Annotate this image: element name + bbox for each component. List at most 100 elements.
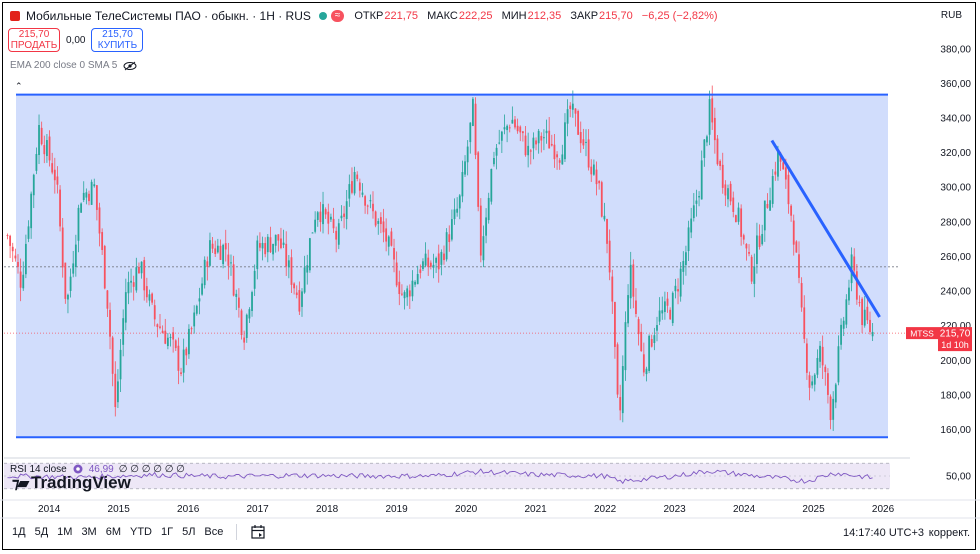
candle-body (724, 184, 727, 196)
range-bar: 1Д 5Д 1М 3М 6М YTD 1Г 5Л Все (12, 524, 266, 540)
candle-body (866, 306, 869, 321)
candle-body (614, 301, 616, 347)
candle-body (487, 197, 490, 221)
candle-body (469, 122, 472, 143)
rsi-extra-values: ∅ ∅ ∅ ∅ ∅ ∅ (118, 463, 185, 475)
candle-body (414, 281, 416, 285)
candle-body (845, 299, 848, 325)
sell-button[interactable]: 215,70 ПРОДАТЬ (8, 28, 60, 52)
sell-label: ПРОДАТЬ (10, 40, 58, 51)
candle-body (227, 254, 230, 266)
range-5y[interactable]: 5Л (182, 526, 196, 538)
candle-body (742, 235, 745, 240)
candle-body (101, 232, 104, 250)
candle-body (148, 294, 151, 301)
collapse-arrow-icon: ⌃ (15, 81, 23, 91)
x-tick-label: 2014 (38, 504, 61, 515)
range-1m[interactable]: 1М (57, 526, 73, 538)
channel-fill (16, 94, 888, 438)
candle-body (429, 262, 432, 267)
clock[interactable]: 14:17:40 UTC+3 (842, 527, 924, 539)
tradingview-logo[interactable]: ⁊▰ TradingView (12, 473, 131, 493)
candle-body (159, 326, 161, 328)
candle-body (277, 234, 280, 241)
candle-body (340, 215, 343, 219)
candle-body (382, 221, 385, 233)
candle-body (535, 140, 537, 145)
price-tag (938, 327, 972, 352)
x-tick-label: 2019 (385, 504, 408, 515)
candle-body (203, 259, 206, 286)
x-tick-label: 2023 (663, 504, 686, 515)
candle-body (861, 298, 864, 326)
range-all[interactable]: Все (204, 526, 224, 538)
candle-body (777, 150, 779, 177)
candle-body (640, 331, 643, 351)
candle-body (272, 243, 274, 255)
spread-value: 0,00 (66, 34, 86, 46)
y-tick-label: 320,00 (940, 148, 971, 159)
currency-label[interactable]: RUB (940, 10, 962, 21)
candle-body (514, 119, 516, 128)
candle-body (319, 211, 322, 223)
buy-button[interactable]: 215,70 КУПИТЬ (91, 28, 144, 52)
candle-body (145, 286, 148, 298)
live-badge[interactable]: ≈ (330, 10, 345, 22)
candle-body (458, 195, 461, 209)
candle-body (466, 146, 469, 163)
candle-body (424, 253, 427, 266)
range-1y[interactable]: 1Г (161, 526, 174, 538)
candle-body (729, 183, 732, 202)
candle-body (114, 373, 117, 408)
candle-body (140, 261, 143, 274)
candle-body (763, 200, 766, 231)
candle-body (871, 331, 874, 337)
candle-body (566, 109, 569, 124)
candle-body (803, 307, 806, 339)
candle-body (516, 125, 519, 132)
candle-body (201, 283, 203, 295)
settings-icon[interactable] (72, 463, 84, 475)
range-5d[interactable]: 5Д (34, 526, 49, 538)
candle-body (164, 330, 167, 344)
range-6m[interactable]: 6М (105, 526, 121, 538)
candle-body (366, 205, 369, 207)
candle-body (495, 147, 498, 156)
candle-body (398, 281, 401, 295)
y-tick-label: 240,00 (940, 287, 971, 298)
candle-body (356, 174, 359, 180)
market-status-icon[interactable] (318, 12, 327, 20)
symbol-tag-text: MTSS (910, 329, 934, 339)
candle-body (106, 290, 109, 309)
range-3m[interactable]: 3М (81, 526, 97, 538)
candle-body (43, 145, 46, 155)
ema-indicator-legend[interactable]: EMA 200 close 0 SMA 5 (10, 60, 137, 71)
candle-body (556, 154, 558, 158)
candle-body (687, 227, 690, 252)
candle-body (832, 398, 835, 420)
candle-body (190, 328, 193, 330)
candle-body (153, 305, 156, 320)
adjust-button[interactable]: коррект. (928, 527, 970, 539)
candle-body (27, 226, 30, 239)
candle-body (98, 207, 101, 234)
symbol-title[interactable]: Мобильные ТелеСистемы ПАО · обыкн. · 1Н … (26, 9, 311, 23)
logo-text: TradingView (31, 473, 131, 492)
rsi-legend[interactable]: RSI 14 close 46,99 ∅ ∅ ∅ ∅ ∅ ∅ (10, 463, 185, 475)
range-1d[interactable]: 1Д (12, 526, 26, 538)
candle-body (303, 267, 306, 293)
candle-body (401, 293, 403, 295)
range-ytd[interactable]: YTD (130, 526, 152, 538)
candle-body (479, 205, 482, 256)
candle-body (282, 242, 285, 245)
ohlc-values: ОТКР221,75 МАКС222,25 МИН212,35 ЗАКР215,… (354, 10, 723, 22)
candle-body (824, 366, 827, 373)
eye-hidden-icon[interactable] (123, 61, 137, 71)
calendar-icon[interactable] (250, 524, 266, 540)
y-tick-label: 260,00 (940, 252, 971, 263)
candle-body (311, 232, 314, 234)
candle-body (461, 172, 464, 197)
candle-body (308, 238, 311, 271)
candle-body (619, 397, 622, 411)
